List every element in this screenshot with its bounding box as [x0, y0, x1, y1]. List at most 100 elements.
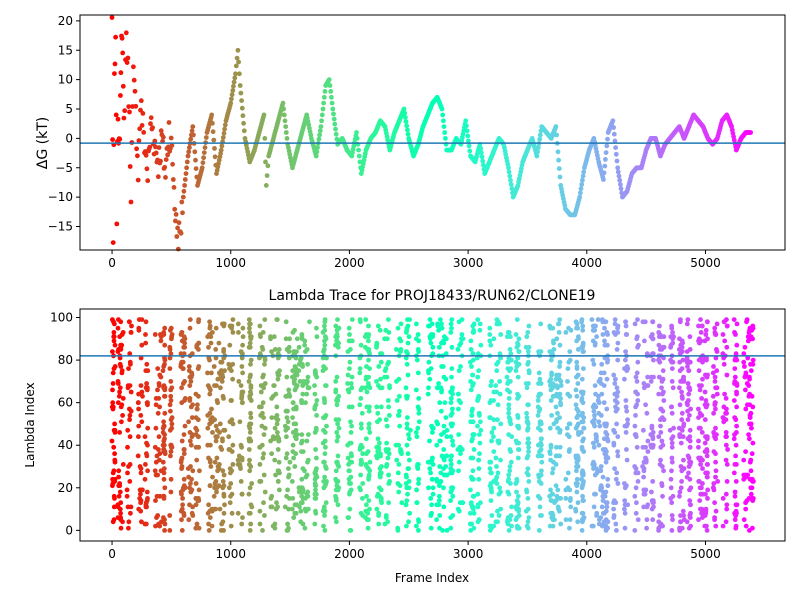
- lambda-point: [648, 379, 654, 384]
- lambda-point: [239, 400, 245, 406]
- dg-point: [186, 149, 192, 155]
- dg-y-tick-label: −5: [55, 161, 73, 175]
- lambda-point: [441, 430, 447, 435]
- lambda-point: [467, 521, 473, 527]
- lambda-y-label: Lambda Index: [23, 382, 37, 467]
- lambda-point: [724, 479, 730, 484]
- lambda-point: [414, 487, 419, 493]
- lambda-point: [632, 423, 638, 429]
- lambda-point: [139, 389, 145, 395]
- lambda-point: [188, 489, 194, 495]
- lambda-point: [312, 491, 318, 497]
- dg-point: [169, 143, 175, 148]
- dg-point: [147, 144, 153, 150]
- lambda-point: [688, 406, 693, 412]
- lambda-point: [478, 342, 484, 348]
- lambda-point: [125, 470, 130, 476]
- dg-point: [613, 151, 619, 157]
- lambda-point: [601, 383, 607, 388]
- lambda-point: [300, 383, 306, 388]
- dg-point: [143, 152, 149, 158]
- lambda-point: [699, 506, 705, 512]
- dg-point: [554, 132, 559, 138]
- lambda-point: [723, 519, 729, 525]
- dg-point: [222, 126, 228, 132]
- lambda-point: [524, 487, 529, 493]
- lambda-point: [112, 421, 117, 427]
- dg-point: [229, 96, 234, 102]
- lambda-point: [698, 317, 703, 322]
- dg-point: [180, 194, 186, 200]
- lambda-point: [347, 491, 352, 497]
- lambda-point: [524, 385, 530, 391]
- lambda-point: [155, 410, 161, 416]
- dg-point: [176, 220, 182, 226]
- lambda-point: [456, 319, 462, 325]
- dg-point: [202, 145, 208, 151]
- lambda-point: [749, 425, 754, 431]
- lambda-point: [143, 462, 148, 467]
- lambda-point: [711, 449, 717, 454]
- dg-point: [230, 88, 236, 93]
- dg-point: [556, 157, 561, 163]
- lambda-point: [284, 415, 290, 420]
- lambda-point: [679, 389, 684, 395]
- lambda-point: [678, 342, 684, 348]
- lambda-point: [496, 440, 502, 446]
- lambda-point: [215, 376, 221, 382]
- lambda-point: [275, 376, 281, 382]
- lambda-point: [471, 432, 477, 437]
- lambda-point: [262, 357, 268, 363]
- lambda-point: [119, 332, 125, 337]
- lambda-point: [623, 404, 629, 410]
- lambda-point: [581, 498, 586, 503]
- lambda-point: [745, 355, 751, 361]
- lambda-point: [212, 383, 217, 388]
- lambda-point: [167, 427, 173, 433]
- lambda-point: [429, 457, 435, 463]
- lambda-point: [360, 481, 366, 486]
- lambda-point: [221, 347, 227, 352]
- lambda-point: [457, 342, 462, 348]
- lambda-point: [679, 479, 684, 484]
- lambda-point: [475, 374, 481, 380]
- lambda-point: [635, 398, 641, 403]
- lambda-point: [489, 379, 494, 384]
- lambda-point: [138, 470, 144, 476]
- lambda-point: [367, 459, 373, 465]
- lambda-point: [622, 506, 627, 512]
- lambda-point: [670, 517, 675, 523]
- lambda-point: [645, 374, 650, 380]
- lambda-point: [143, 521, 149, 527]
- lambda-point: [284, 451, 290, 457]
- lambda-point: [525, 466, 531, 471]
- lambda-point: [669, 410, 675, 416]
- lambda-point: [207, 483, 213, 489]
- lambda-point: [110, 387, 115, 393]
- lambda-point: [378, 404, 384, 410]
- lambda-point: [136, 406, 142, 412]
- lambda-point: [359, 410, 365, 416]
- lambda-point: [650, 442, 656, 448]
- lambda-point: [731, 436, 737, 442]
- lambda-point: [506, 528, 512, 533]
- dg-point: [405, 127, 410, 133]
- lambda-point: [733, 442, 739, 448]
- lambda-point: [563, 496, 569, 501]
- lambda-point: [359, 425, 364, 431]
- lambda-point: [515, 374, 521, 380]
- lambda-point: [506, 396, 512, 401]
- lambda-point: [358, 487, 363, 493]
- lambda-point: [470, 406, 475, 412]
- lambda-point: [285, 425, 291, 431]
- lambda-point: [237, 419, 243, 425]
- lambda-point: [190, 468, 196, 474]
- lambda-point: [246, 379, 252, 384]
- lambda-point: [539, 468, 544, 474]
- lambda-point: [573, 387, 579, 393]
- lambda-point: [575, 381, 581, 386]
- dg-point: [234, 55, 240, 61]
- lambda-point: [622, 502, 628, 508]
- lambda-point: [471, 447, 477, 452]
- lambda-point: [470, 504, 475, 510]
